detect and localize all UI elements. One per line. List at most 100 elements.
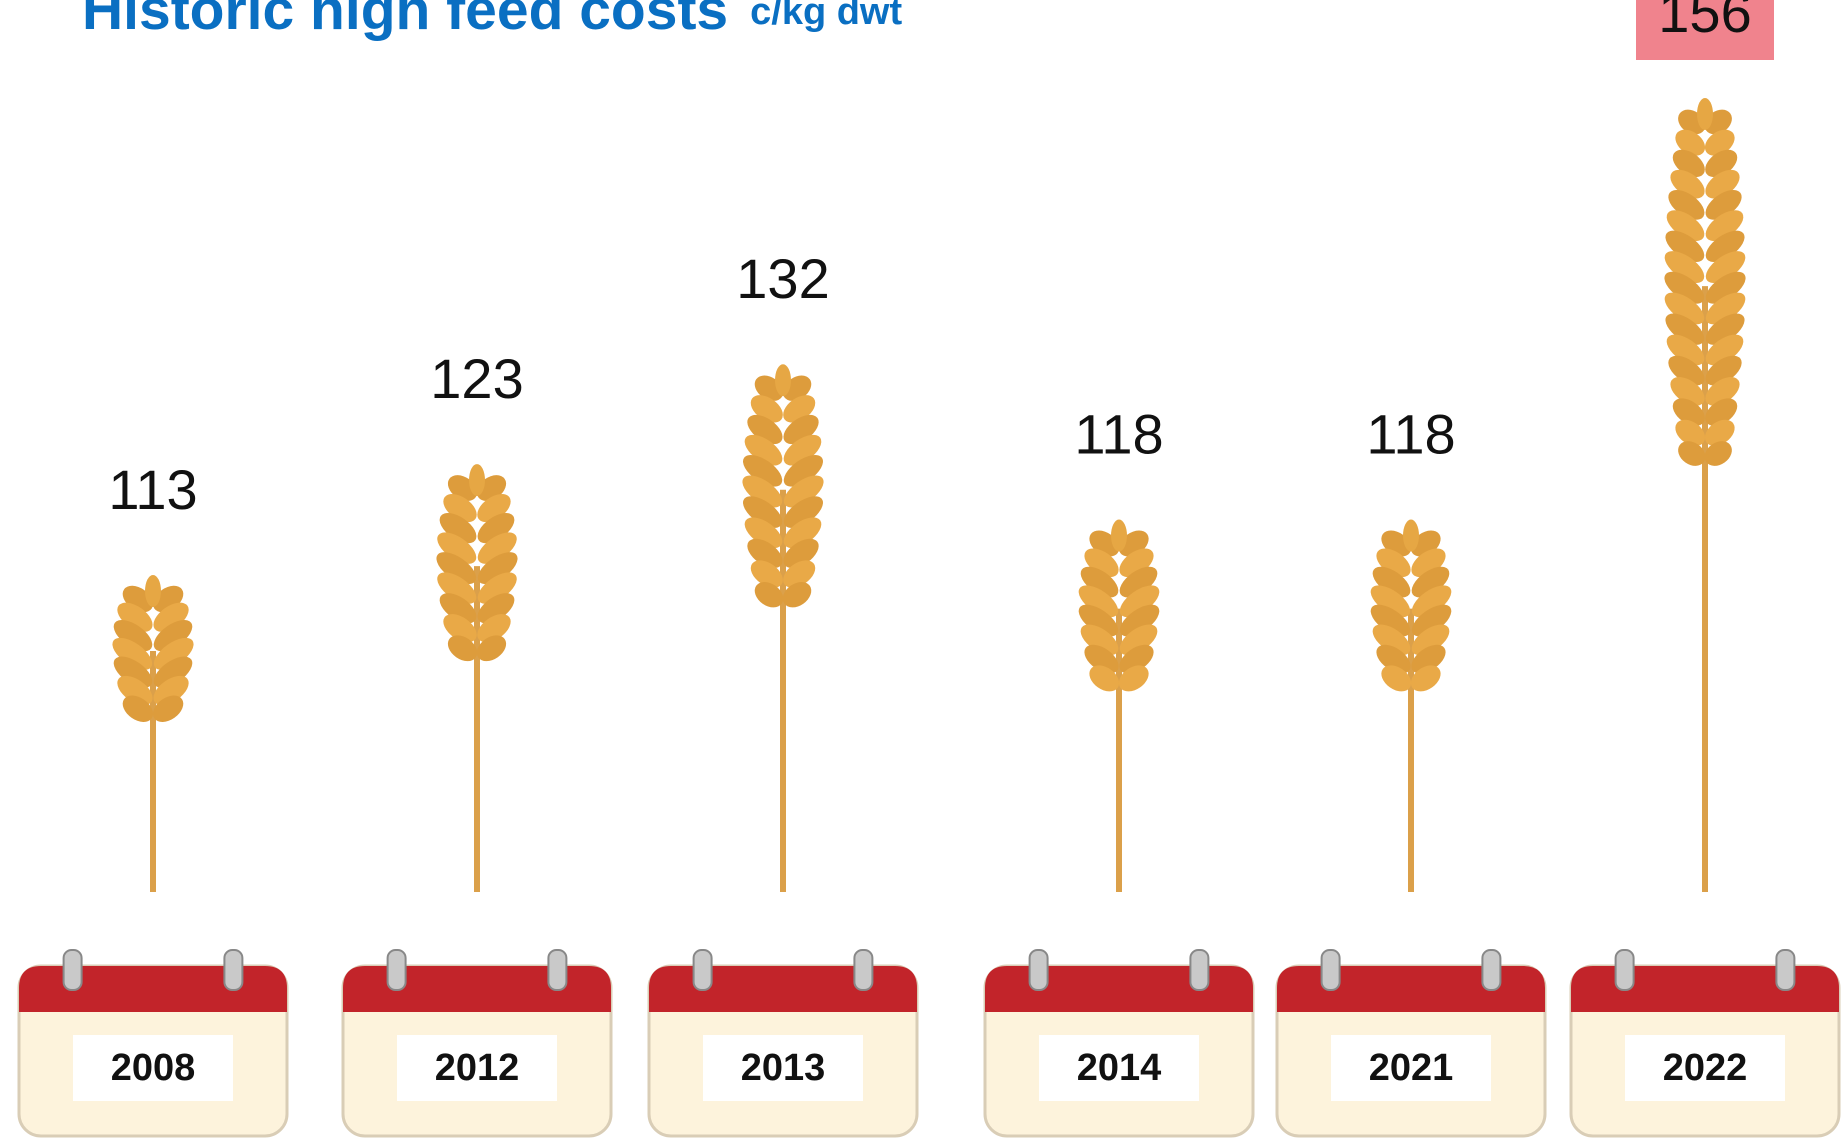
calendar-ring bbox=[1320, 949, 1341, 991]
calendar-ring bbox=[223, 949, 244, 991]
grain bbox=[153, 637, 194, 670]
value-label: 118 bbox=[1074, 402, 1163, 465]
year-box bbox=[1625, 1035, 1785, 1101]
grain bbox=[1665, 313, 1705, 345]
grain bbox=[477, 552, 518, 585]
grain bbox=[436, 552, 477, 585]
year-box bbox=[1331, 1035, 1491, 1101]
grain bbox=[1119, 644, 1154, 674]
grain bbox=[1705, 334, 1744, 366]
calendar-ring bbox=[692, 949, 713, 991]
grain bbox=[1672, 398, 1705, 426]
grain bbox=[112, 637, 153, 670]
grain bbox=[437, 572, 477, 604]
calendar-top bbox=[1571, 966, 1839, 1012]
calendar-ring bbox=[853, 949, 874, 991]
grain bbox=[1411, 566, 1450, 598]
calendar-ring bbox=[1481, 949, 1502, 991]
grain bbox=[113, 619, 153, 652]
grain bbox=[1080, 624, 1119, 656]
grain bbox=[783, 496, 823, 528]
grain bbox=[1119, 566, 1158, 598]
grain bbox=[153, 602, 189, 632]
grain bbox=[1372, 566, 1411, 598]
x-tick-label: 2008 bbox=[111, 1047, 196, 1089]
grain bbox=[1705, 251, 1746, 283]
grain bbox=[1411, 604, 1452, 637]
grain bbox=[782, 582, 812, 608]
grain bbox=[1705, 377, 1740, 406]
grain bbox=[1119, 604, 1160, 637]
grain bbox=[783, 517, 822, 549]
grain bbox=[439, 513, 477, 544]
grain bbox=[443, 614, 477, 643]
grain bbox=[750, 560, 783, 588]
calendar-ring bbox=[386, 949, 407, 991]
grain bbox=[1664, 251, 1705, 283]
grain bbox=[477, 593, 515, 624]
grain bbox=[1705, 313, 1745, 345]
chart-title: Historic high feed costs c/kg dwt bbox=[82, 0, 902, 42]
year-box bbox=[397, 1035, 557, 1101]
grain bbox=[743, 455, 783, 487]
grain bbox=[1370, 604, 1411, 637]
value-label: 113 bbox=[108, 458, 197, 521]
value-label: 123 bbox=[430, 347, 523, 410]
value-label: 118 bbox=[1366, 402, 1455, 465]
grain bbox=[1080, 566, 1119, 598]
grain bbox=[1704, 419, 1735, 446]
grain bbox=[1670, 377, 1705, 406]
grain bbox=[1411, 585, 1452, 618]
value-label: 132 bbox=[736, 247, 829, 310]
grain bbox=[744, 434, 783, 466]
grain bbox=[743, 496, 783, 528]
calendar-top bbox=[985, 966, 1253, 1012]
grain bbox=[1665, 230, 1705, 263]
grain bbox=[1668, 355, 1705, 386]
year-box bbox=[73, 1035, 233, 1101]
calendar-icon: 2022 bbox=[1569, 949, 1841, 1138]
grain bbox=[1664, 271, 1705, 304]
grain bbox=[477, 532, 517, 564]
calendar-icon: 2021 bbox=[1275, 949, 1547, 1138]
grain bbox=[122, 695, 154, 722]
grain-tip bbox=[1697, 98, 1713, 130]
grain bbox=[1675, 419, 1706, 446]
wheat-stalk bbox=[112, 575, 194, 892]
grain bbox=[1666, 334, 1705, 366]
calendar-top bbox=[343, 966, 611, 1012]
value-label-highlight bbox=[1636, 0, 1774, 60]
grain bbox=[783, 414, 819, 445]
grain bbox=[1705, 210, 1744, 241]
x-tick-label: 2021 bbox=[1369, 1047, 1454, 1089]
grain bbox=[1370, 585, 1411, 618]
grain bbox=[1704, 129, 1735, 156]
grain bbox=[476, 635, 507, 662]
grain bbox=[1084, 644, 1119, 674]
grain bbox=[1089, 665, 1120, 692]
calendar-ring bbox=[1028, 949, 1049, 991]
grain bbox=[1705, 189, 1742, 220]
grain bbox=[1678, 441, 1706, 466]
grain bbox=[1078, 604, 1119, 637]
grain bbox=[1411, 624, 1450, 656]
subtitle-text: c/kg dwt bbox=[750, 0, 902, 33]
year-box bbox=[703, 1035, 863, 1101]
title-text: Historic high feed costs bbox=[82, 0, 728, 42]
calendar-top bbox=[19, 966, 287, 1012]
wheat-stalk bbox=[1078, 519, 1160, 892]
grain bbox=[1705, 271, 1746, 304]
grain bbox=[783, 538, 819, 569]
grain bbox=[1078, 585, 1119, 618]
grain bbox=[747, 538, 783, 569]
grain bbox=[744, 517, 783, 549]
calendar-icon: 2012 bbox=[341, 949, 613, 1138]
grain bbox=[1381, 665, 1412, 692]
grain bbox=[113, 656, 153, 688]
grain bbox=[783, 434, 822, 466]
grain-tip bbox=[775, 364, 791, 397]
calendar-top bbox=[649, 966, 917, 1012]
calendar-top bbox=[1277, 966, 1545, 1012]
